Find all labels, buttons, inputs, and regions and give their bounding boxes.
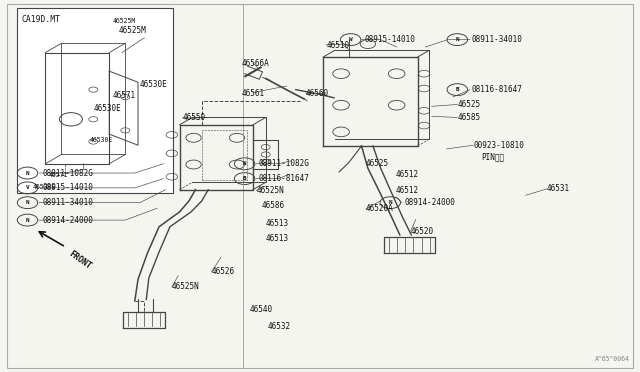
Text: 46571: 46571: [113, 91, 136, 100]
Text: 46526: 46526: [211, 267, 235, 276]
Text: CA19D.MT: CA19D.MT: [22, 15, 61, 24]
Text: 46560: 46560: [306, 89, 329, 98]
Text: 46525: 46525: [458, 100, 481, 109]
Text: 46540: 46540: [250, 305, 273, 314]
Text: 46571: 46571: [49, 172, 68, 178]
Text: N: N: [456, 37, 459, 42]
Text: 08914-24000: 08914-24000: [404, 198, 455, 207]
Text: 08911-34010: 08911-34010: [42, 198, 93, 207]
Text: 46530E: 46530E: [33, 184, 56, 190]
Text: 08911-1082G: 08911-1082G: [258, 159, 309, 168]
Text: 08116-81647: 08116-81647: [471, 85, 522, 94]
Text: V: V: [26, 185, 29, 190]
Text: 46525N: 46525N: [256, 186, 284, 195]
Text: N: N: [26, 218, 29, 222]
Text: 08914-24000: 08914-24000: [42, 216, 93, 225]
Text: 46585: 46585: [458, 113, 481, 122]
Text: 46525M: 46525M: [119, 26, 147, 35]
Text: 46525N: 46525N: [172, 282, 200, 291]
Text: 46520A: 46520A: [366, 205, 394, 214]
Text: 46561: 46561: [242, 89, 265, 98]
Text: 00923-10810: 00923-10810: [473, 141, 524, 150]
Text: 46532: 46532: [268, 321, 291, 331]
Text: 08911-1082G: 08911-1082G: [42, 169, 93, 177]
Text: W: W: [349, 37, 353, 42]
Text: 46510: 46510: [326, 41, 349, 50]
Text: 46586: 46586: [261, 201, 284, 210]
Text: N: N: [26, 170, 29, 176]
Text: FRONT: FRONT: [67, 249, 93, 271]
Text: 46530E: 46530E: [140, 80, 168, 89]
Text: 46512: 46512: [396, 170, 419, 179]
Text: 08915-14010: 08915-14010: [42, 183, 93, 192]
Text: 46513: 46513: [266, 219, 289, 228]
Text: 46520: 46520: [411, 227, 434, 236]
Text: 46550: 46550: [182, 113, 206, 122]
Text: N: N: [388, 200, 392, 205]
Text: N: N: [26, 200, 29, 205]
Text: 46513: 46513: [266, 234, 289, 243]
Text: PINピン: PINピン: [481, 153, 504, 161]
Text: 46525: 46525: [366, 158, 389, 167]
Text: B: B: [243, 176, 246, 181]
Text: 08915-14010: 08915-14010: [365, 35, 415, 44]
Text: 46531: 46531: [547, 185, 570, 193]
Text: 46512: 46512: [396, 186, 419, 195]
Text: 08116-81647: 08116-81647: [258, 174, 309, 183]
Text: 46566A: 46566A: [242, 59, 270, 68]
Text: 46530E: 46530E: [93, 104, 121, 113]
Text: 46525M: 46525M: [113, 18, 136, 24]
Text: 46530E: 46530E: [90, 137, 113, 142]
Bar: [17, 8, 173, 193]
Text: N: N: [243, 161, 246, 166]
Text: A^65^0064: A^65^0064: [595, 356, 630, 362]
Text: B: B: [456, 87, 459, 92]
Text: 08911-34010: 08911-34010: [471, 35, 522, 44]
